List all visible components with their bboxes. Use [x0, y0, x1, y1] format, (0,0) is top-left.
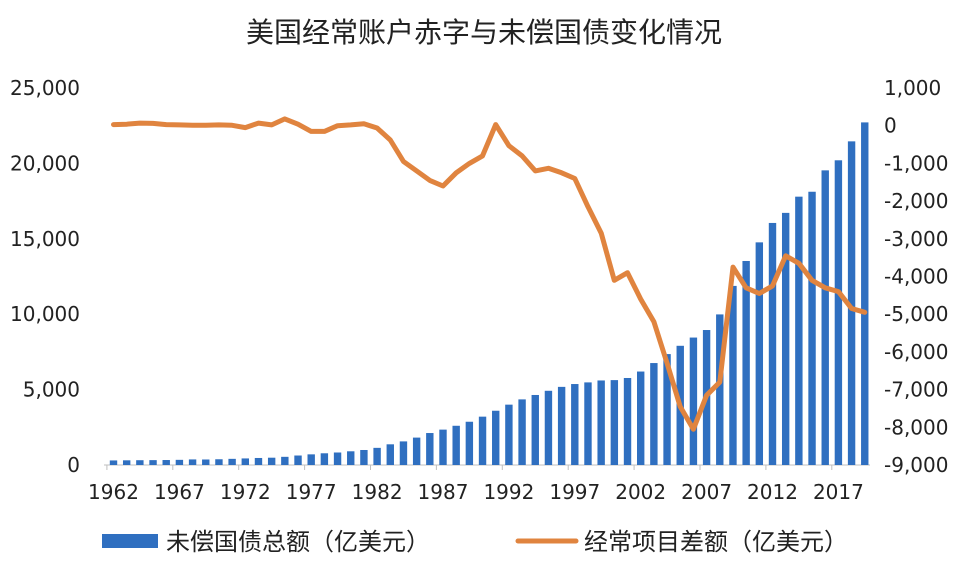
debt-bar — [426, 433, 434, 465]
right-tick-label: -3,000 — [884, 227, 948, 251]
debt-bar — [373, 447, 381, 465]
right-tick-label: -4,000 — [884, 265, 948, 289]
right-tick-label: -2,000 — [884, 189, 948, 213]
x-tick-label: 1967 — [154, 480, 205, 504]
debt-bar — [294, 455, 302, 465]
debt-bar — [347, 451, 355, 465]
debt-bar — [202, 459, 210, 465]
debt-bar — [452, 425, 460, 465]
legend-swatch-debt — [102, 534, 158, 548]
debt-bar — [492, 410, 500, 465]
right-tick-label: -8,000 — [884, 415, 948, 439]
right-tick-label: -7,000 — [884, 378, 948, 402]
debt-bar — [571, 384, 579, 465]
debt-bar — [228, 458, 236, 465]
current-account-line — [111, 116, 868, 432]
debt-bar — [861, 122, 869, 466]
right-tick-label: 1,000 — [884, 76, 941, 100]
debt-bar — [241, 458, 249, 465]
current-account-line-group — [111, 116, 868, 432]
debt-bar — [386, 444, 394, 465]
debt-bar — [834, 160, 843, 465]
debt-bar — [399, 441, 408, 465]
x-axis-ticks: 1962 1967 1972 1977 1982 1987 1992 1997 2002 2007… — [88, 465, 864, 504]
debt-bar — [505, 404, 513, 465]
debt-bar — [320, 453, 329, 465]
x-tick-label: 1982 — [352, 480, 403, 504]
right-tick-label: -5,000 — [884, 302, 948, 326]
debt-bar — [597, 380, 605, 465]
left-axis-ticks: 0 5,000 10,000 15,000 20,000 25,000 — [10, 76, 80, 477]
debt-bars — [109, 122, 869, 466]
debt-bar — [650, 363, 658, 465]
debt-bar — [716, 314, 724, 465]
debt-bar — [109, 460, 118, 465]
legend-label-debt: 未偿国债总额（亿美元） — [166, 528, 430, 556]
right-tick-label: -1,000 — [884, 151, 948, 175]
debt-bar — [149, 460, 157, 465]
debt-bar — [307, 454, 315, 465]
debt-bar — [412, 437, 421, 465]
debt-bar — [478, 416, 487, 465]
debt-bar — [531, 394, 539, 465]
x-tick-label: 1972 — [220, 480, 271, 504]
debt-bar — [518, 399, 526, 465]
debt-bar — [637, 371, 645, 465]
legend: 未偿国债总额（亿美元） 经常项目差额（亿美元） — [102, 528, 848, 556]
debt-bar — [267, 457, 276, 465]
x-tick-label: 1962 — [88, 480, 139, 504]
right-axis-ticks: -9,000 -8,000 -7,000 -6,000 -5,000 -4,000 -3,0… — [884, 76, 948, 477]
debt-bar — [821, 170, 829, 466]
right-tick-label: 0 — [884, 114, 897, 138]
debt-bar — [281, 456, 289, 465]
debt-bar — [544, 390, 553, 465]
debt-bar — [557, 386, 566, 465]
debt-bar — [465, 421, 474, 465]
debt-bar — [755, 242, 764, 465]
debt-bar — [584, 382, 592, 465]
left-tick-label: 20,000 — [10, 151, 80, 175]
debt-bar — [623, 377, 632, 465]
x-tick-label: 1987 — [418, 480, 469, 504]
debt-bar — [663, 354, 671, 465]
debt-bar — [847, 141, 856, 466]
debt-bar — [689, 337, 698, 465]
x-tick-label: 1977 — [286, 480, 337, 504]
x-tick-label: 2002 — [615, 480, 666, 504]
left-tick-label: 0 — [67, 453, 80, 477]
left-tick-label: 5,000 — [23, 378, 80, 402]
debt-bar — [122, 460, 131, 465]
x-tick-label: 2012 — [747, 480, 798, 504]
left-tick-label: 15,000 — [10, 227, 80, 251]
right-tick-label: -6,000 — [884, 340, 948, 364]
debt-bar — [188, 459, 197, 465]
debt-bar — [768, 222, 777, 465]
left-tick-label: 25,000 — [10, 76, 80, 100]
x-tick-label: 1997 — [549, 480, 600, 504]
right-tick-label: -9,000 — [884, 453, 948, 477]
debt-bar — [808, 191, 816, 465]
debt-bar — [254, 457, 263, 465]
x-tick-label: 1992 — [483, 480, 534, 504]
debt-bar — [136, 460, 144, 465]
debt-bar — [333, 452, 342, 465]
debt-bar — [162, 460, 170, 465]
debt-bar — [610, 380, 619, 465]
x-tick-label: 2007 — [681, 480, 732, 504]
debt-bar — [781, 212, 790, 465]
debt-bar — [795, 196, 803, 465]
debt-bar — [729, 285, 737, 465]
x-tick-label: 2017 — [813, 480, 864, 504]
chart-title: 美国经常账户赤字与未偿国债变化情况 — [246, 16, 722, 49]
debt-bar — [175, 459, 184, 465]
debt-bar — [439, 429, 447, 465]
left-tick-label: 10,000 — [10, 302, 80, 326]
debt-bar — [742, 260, 750, 465]
debt-bar — [215, 459, 223, 465]
legend-label-current-account: 经常项目差额（亿美元） — [584, 528, 848, 556]
debt-bar — [360, 449, 368, 465]
